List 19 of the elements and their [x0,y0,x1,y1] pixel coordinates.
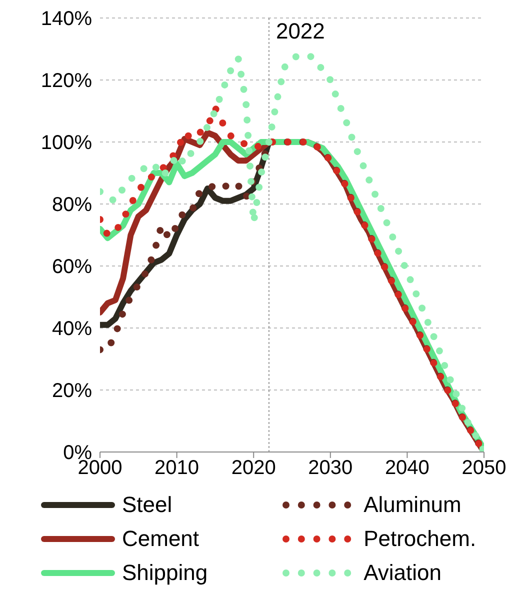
legend-label: Aviation [364,560,442,586]
y-tick-label: 40% [52,318,92,340]
x-tick-label: 2040 [384,457,430,480]
x-tick-label: 2020 [231,457,276,480]
y-tick-label: 100% [40,132,92,154]
legend-label: Petrochem. [364,526,476,552]
y-tick-label: 80% [52,194,92,216]
x-tick-label: 2010 [154,457,200,480]
y-tick-label: 120% [40,70,92,92]
x-tick-label: 2030 [308,457,353,480]
legend-label: Shipping [122,560,208,586]
legend-label: Aluminum [364,492,462,518]
legend-label: Cement [122,526,200,552]
y-tick-label: 20% [52,380,92,402]
y-tick-label: 140% [40,8,92,30]
x-tick-label: 2050 [462,457,506,480]
y-tick-label: 60% [52,256,92,278]
ref-line-label: 2022 [276,18,325,44]
legend-label: Steel [122,492,172,518]
